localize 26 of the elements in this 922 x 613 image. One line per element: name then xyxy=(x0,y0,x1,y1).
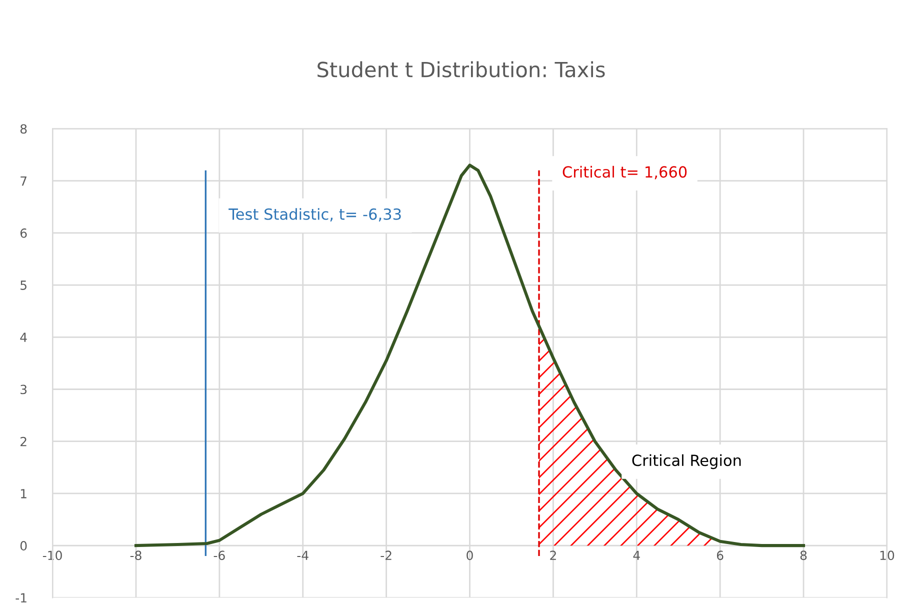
y-tick-label: 7 xyxy=(20,176,26,186)
y-tick-label: 8 xyxy=(20,124,27,134)
x-tick-label: 2 xyxy=(550,550,556,560)
x-tick-label: -2 xyxy=(380,550,392,560)
y-tick-label: 4 xyxy=(20,332,27,342)
y-tick-label: 0 xyxy=(20,541,27,550)
x-tick-label: 6 xyxy=(716,550,724,560)
y-tick-label: 6 xyxy=(20,228,27,238)
line-series xyxy=(134,164,806,548)
x-tick-label: -8 xyxy=(130,550,142,560)
x-tick-label: 4 xyxy=(633,550,640,560)
chart-title: Student t Distribution: Taxis xyxy=(318,61,605,78)
x-tick-label: -10 xyxy=(42,550,62,560)
y-tick-label: 2 xyxy=(20,436,26,446)
y-tick-label: 1 xyxy=(20,489,26,498)
x-tick-label: -4 xyxy=(297,550,308,560)
y-tick-label: 5 xyxy=(20,280,26,290)
y-tick-label: 3 xyxy=(20,384,27,394)
y-tick-label: -1 xyxy=(16,593,26,602)
x-tick-label: 0 xyxy=(466,550,473,560)
x-tick-label: 10 xyxy=(880,550,894,560)
annotation: Critical Region xyxy=(632,454,741,470)
x-tick-label: -6 xyxy=(214,550,225,560)
x-tick-label: 8 xyxy=(800,550,807,560)
ref-line-label: Critical t= 1,660 xyxy=(562,166,687,180)
ref-line-label: Test Stadistic, t= -6,33 xyxy=(228,208,401,222)
